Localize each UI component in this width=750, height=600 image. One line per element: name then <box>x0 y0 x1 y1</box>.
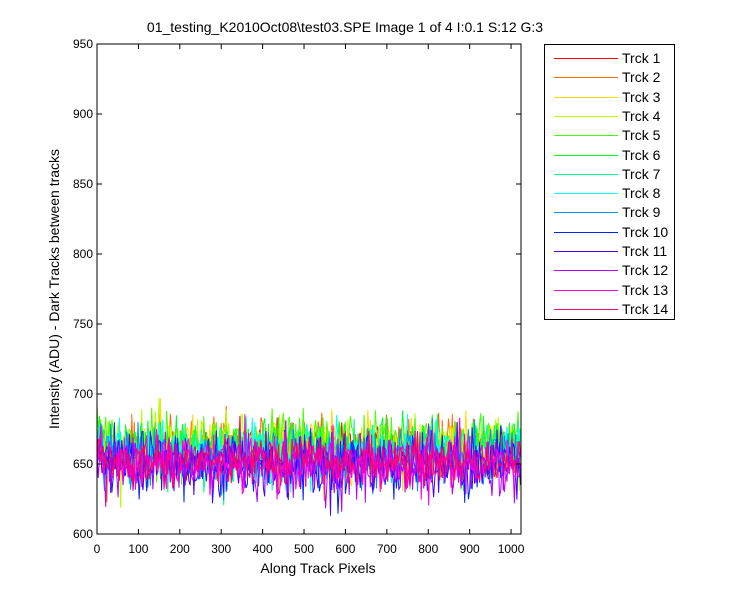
x-tick-label: 400 <box>253 542 273 556</box>
legend-label: Trck 11 <box>622 243 668 259</box>
legend-label: Trck 3 <box>622 88 661 105</box>
x-tick-label: 600 <box>335 542 355 556</box>
y-tick-label: 900 <box>73 107 93 121</box>
x-axis-label: Along Track Pixels <box>260 560 375 576</box>
legend-item: Trck 1 <box>545 49 676 68</box>
legend-swatch <box>554 154 618 156</box>
y-tick-label: 750 <box>73 317 93 331</box>
legend-label: Trck 13 <box>622 281 669 298</box>
legend-label: Trck 12 <box>622 262 669 279</box>
series-line-14 <box>96 415 522 491</box>
x-tick-label: 0 <box>94 542 101 556</box>
y-tick-label: 950 <box>73 37 93 51</box>
y-tick-label: 800 <box>73 247 93 261</box>
legend-swatch <box>554 289 618 291</box>
legend-item: Trck 5 <box>545 126 676 145</box>
x-tick-label: 200 <box>170 542 190 556</box>
legend-label: Trck 14 <box>622 300 669 317</box>
legend-swatch <box>554 135 618 137</box>
legend-swatch <box>554 193 618 195</box>
x-tick-label: 500 <box>294 542 314 556</box>
legend-label: Trck 9 <box>622 204 661 221</box>
legend-label: Trck 4 <box>622 107 661 124</box>
legend-label: Trck 7 <box>622 165 661 182</box>
legend-item: Trck 10 <box>545 223 676 242</box>
x-tick-label: 100 <box>128 542 148 556</box>
y-tick-label: 700 <box>73 387 93 401</box>
chart-title: 01_testing_K2010Oct08\test03.SPE Image 1… <box>147 19 543 35</box>
legend-item: Trck 6 <box>545 146 676 165</box>
legend-item: Trck 12 <box>545 261 676 280</box>
legend-item: Trck 7 <box>545 165 676 184</box>
legend-label: Trck 6 <box>622 146 661 163</box>
legend-swatch <box>554 231 618 233</box>
legend-swatch <box>554 251 618 252</box>
series-layer <box>96 398 522 516</box>
legend-item: Trck 3 <box>545 88 676 107</box>
x-tick-label: 300 <box>211 542 231 556</box>
legend-item: Trck 8 <box>545 184 676 203</box>
x-tick-label: 1000 <box>498 542 525 556</box>
x-tick-label: 800 <box>418 542 438 556</box>
legend-item: Trck 11 <box>545 242 676 261</box>
x-tick-label: 700 <box>377 542 397 556</box>
legend-item: Trck 9 <box>545 203 676 222</box>
legend-swatch <box>554 173 618 175</box>
ticks-layer: 0 100 200 300 400 500 600 700 800 900 1000 600 650 70… <box>73 37 525 556</box>
legend-swatch <box>554 212 618 214</box>
y-tick-label: 600 <box>73 527 93 541</box>
legend-item: Trck 13 <box>545 281 676 300</box>
x-tick-label: 900 <box>460 542 480 556</box>
legend-swatch <box>554 308 618 310</box>
legend-item: Trck 4 <box>545 107 676 126</box>
legend: Trck 1 Trck 2 Trck 3 Trck 4 Trck 5 Trck 6 Trck… <box>544 44 675 320</box>
legend-label: Trck 10 <box>622 223 669 240</box>
series-line-13 <box>96 414 522 506</box>
legend-swatch <box>554 115 618 117</box>
legend-swatch <box>554 270 618 272</box>
y-axis-label: Intensity (ADU) - Dark Tracks between tr… <box>46 149 62 429</box>
legend-swatch <box>554 77 618 79</box>
axes-box <box>96 43 522 535</box>
legend-swatch <box>554 96 618 98</box>
y-tick-label: 650 <box>73 457 93 471</box>
legend-item: Trck 2 <box>545 68 676 87</box>
legend-swatch <box>554 58 618 59</box>
legend-label: Trck 2 <box>622 69 661 86</box>
y-tick-label: 850 <box>73 177 93 191</box>
legend-item: Trck 14 <box>545 300 676 319</box>
legend-label: Trck 8 <box>622 185 661 202</box>
legend-label: Trck 1 <box>622 50 661 66</box>
legend-label: Trck 5 <box>622 127 661 144</box>
